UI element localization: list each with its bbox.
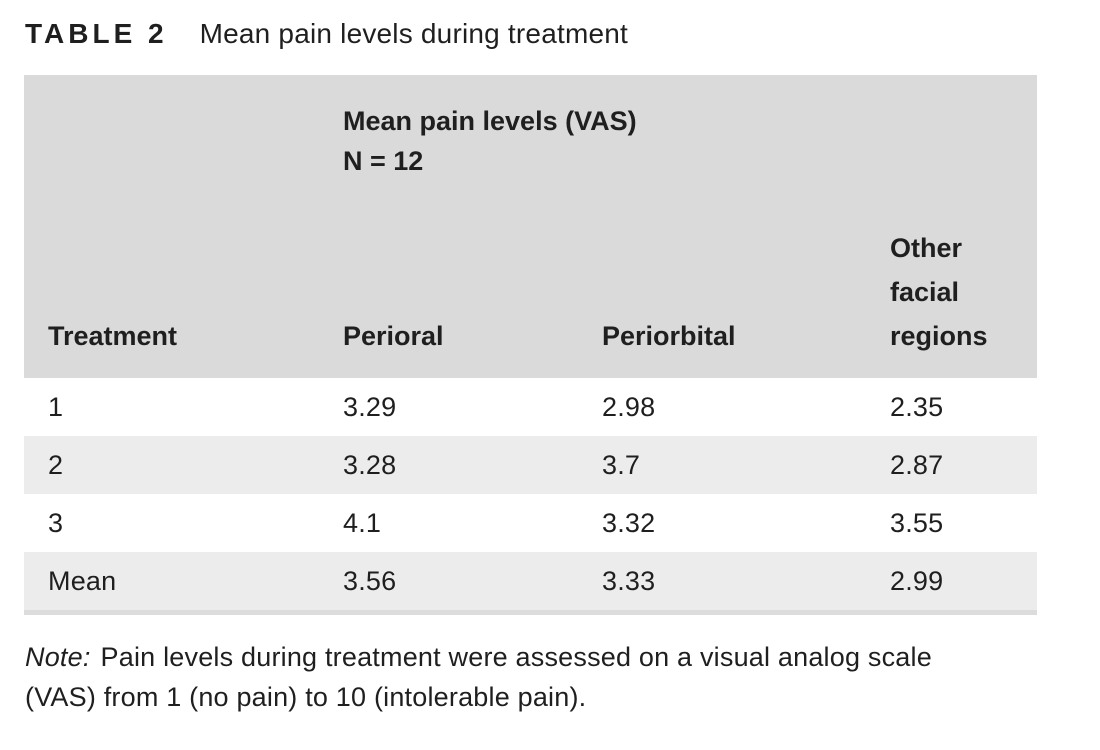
cell-other-facial-regions: 2.99 [890, 565, 944, 596]
spanning-header-spacer [24, 75, 343, 203]
cell-periorbital: 3.33 [602, 565, 656, 596]
table-note-text: Pain levels during treatment were assess… [25, 642, 932, 712]
cell-treatment: 1 [48, 391, 64, 422]
cell-periorbital: 3.32 [602, 507, 656, 538]
cell-periorbital: 3.7 [602, 449, 641, 480]
table-row-treatment-2: 2 3.28 3.7 2.87 [24, 436, 1038, 494]
cell-other-facial-regions: 2.87 [890, 449, 944, 480]
cell-treatment: 2 [48, 449, 64, 480]
table-row-mean: Mean 3.56 3.33 2.99 [24, 552, 1038, 613]
table-caption-number: TABLE 2 [25, 18, 168, 49]
spanning-header-cell: Mean pain levels (VAS) N = 12 [343, 75, 1038, 203]
cell-other-facial-regions: 3.55 [890, 507, 944, 538]
table-caption-text: Mean pain levels during treatment [199, 18, 629, 49]
column-header-other-facial-regions: Other facial regions [890, 203, 1038, 378]
table-caption: TABLE 2 Mean pain levels during treatmen… [25, 18, 1100, 50]
column-header-perioral: Perioral [343, 203, 602, 378]
spanning-header-line1: Mean pain levels (VAS) [343, 106, 637, 136]
table-note: Note: Pain levels during treatment were a… [25, 637, 937, 717]
table-note-label: Note: [25, 642, 91, 672]
cell-perioral: 3.56 [343, 565, 397, 596]
table-row-treatment-1: 1 3.29 2.98 2.35 [24, 378, 1037, 436]
column-header-periorbital: Periorbital [602, 203, 890, 378]
cell-perioral: 4.1 [343, 507, 382, 538]
table-header: Mean pain levels (VAS) N = 12 Treatment … [24, 75, 1038, 378]
spanning-header-row: Mean pain levels (VAS) N = 12 [24, 75, 1038, 203]
cell-other-facial-regions: 2.35 [890, 391, 944, 422]
column-header-treatment: Treatment [24, 203, 343, 378]
spanning-header-line2: N = 12 [343, 146, 424, 176]
cell-periorbital: 2.98 [602, 391, 656, 422]
cell-perioral: 3.29 [343, 391, 397, 422]
cell-treatment: 3 [48, 507, 64, 538]
table-body: 1 3.29 2.98 2.35 2 3.28 3.7 2.87 3 4.1 3… [24, 378, 1038, 613]
cell-treatment: Mean [48, 565, 117, 596]
table-row-treatment-3: 3 4.1 3.32 3.55 [24, 494, 1037, 552]
cell-perioral: 3.28 [343, 449, 397, 480]
pain-levels-table: Mean pain levels (VAS) N = 12 Treatment … [24, 75, 1038, 615]
column-header-row: Treatment Perioral Periorbital Other fac… [24, 203, 1038, 378]
